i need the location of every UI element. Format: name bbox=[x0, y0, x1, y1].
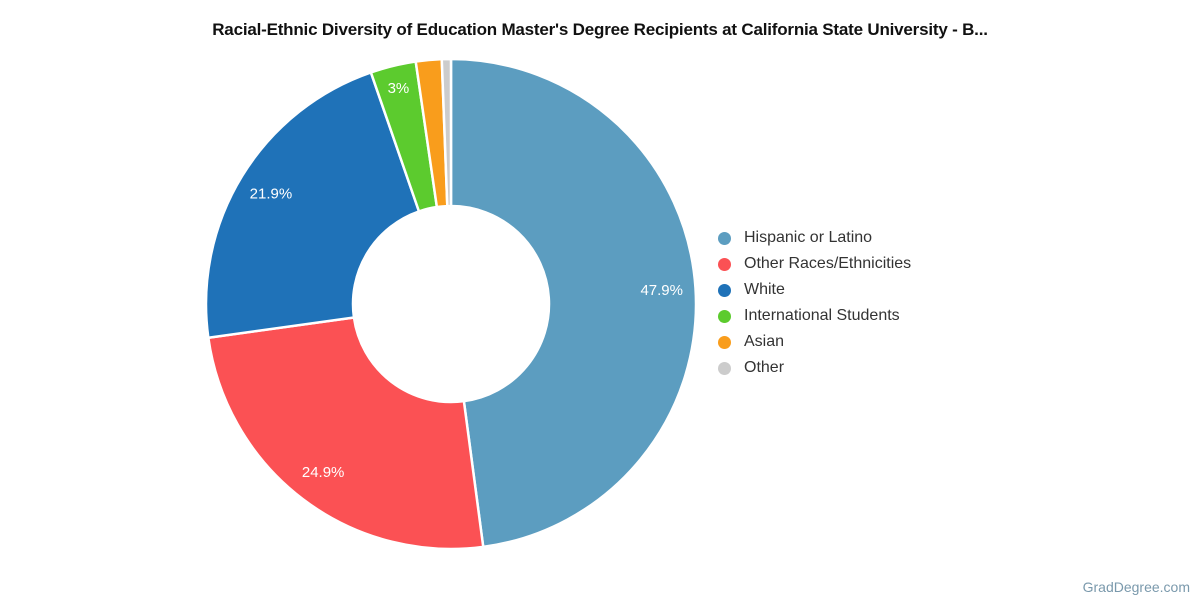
pie-slice-other-races-ethnicities[interactable] bbox=[207, 316, 485, 551]
chart-title: Racial-Ethnic Diversity of Education Mas… bbox=[212, 20, 988, 39]
legend-item-asian[interactable]: Asian bbox=[718, 329, 911, 355]
legend-label: White bbox=[744, 281, 785, 298]
legend-item-white[interactable]: White bbox=[718, 277, 911, 303]
legend-label: Other bbox=[744, 359, 785, 376]
legend-marker-icon bbox=[718, 231, 731, 245]
legend-label: Other Races/Ethnicities bbox=[744, 255, 912, 272]
legend-marker-icon bbox=[718, 257, 731, 271]
credits-link[interactable]: GradDegree.com bbox=[1082, 579, 1190, 595]
slice-label-white: 21.9% bbox=[250, 186, 293, 203]
legend-marker-icon bbox=[718, 361, 731, 375]
legend-item-other-races-ethnicities[interactable]: Other Races/Ethnicities bbox=[718, 251, 911, 277]
legend-label: Hispanic or Latino bbox=[744, 229, 873, 246]
legend: Hispanic or Latino Other Races/Ethniciti… bbox=[718, 225, 911, 381]
legend-marker-icon bbox=[718, 335, 731, 349]
legend-item-other[interactable]: Other bbox=[718, 355, 911, 381]
slice-label-hispanic-or-latino: 47.9% bbox=[640, 282, 683, 299]
legend-label: Asian bbox=[744, 333, 785, 350]
pie-slice-other[interactable] bbox=[440, 57, 453, 208]
legend-label: International Students bbox=[744, 307, 900, 324]
slice-label-other-races-ethnicities: 24.9% bbox=[302, 464, 345, 481]
pie-slice-white[interactable] bbox=[204, 71, 421, 340]
slice-label-international-students: 3% bbox=[388, 80, 410, 97]
legend-marker-icon bbox=[718, 283, 731, 297]
legend-item-hispanic-or-latino[interactable]: Hispanic or Latino bbox=[718, 225, 911, 251]
legend-marker-icon bbox=[718, 309, 731, 323]
pie-slice-hispanic-or-latino[interactable] bbox=[449, 57, 698, 549]
legend-item-international-students[interactable]: International Students bbox=[718, 303, 911, 329]
